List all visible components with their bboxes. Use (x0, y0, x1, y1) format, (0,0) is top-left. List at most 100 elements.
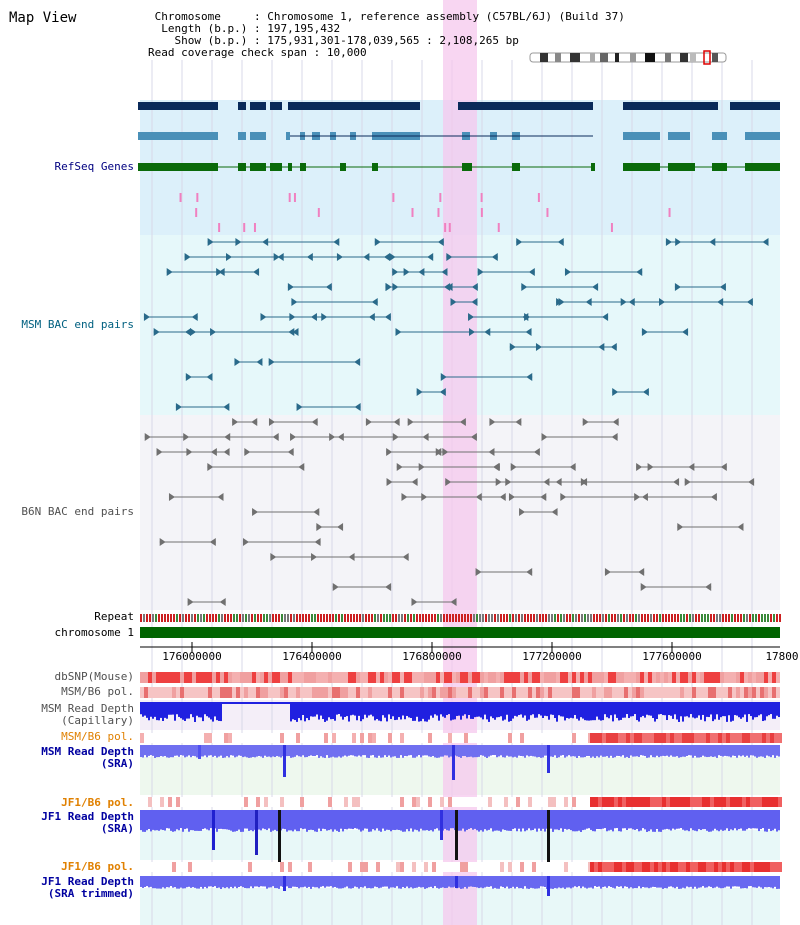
heat-cell (606, 862, 610, 872)
heat-cell (756, 687, 760, 698)
depth-spike (547, 810, 550, 862)
heat-cell (372, 797, 376, 807)
depth-bar (552, 810, 554, 832)
depth-bar (358, 876, 360, 889)
depth-bar (174, 745, 176, 756)
bac-end-marker (223, 448, 230, 456)
depth-bar (192, 876, 194, 888)
depth-bar (170, 876, 172, 887)
heat-cell (606, 797, 610, 807)
bac-end-marker (488, 448, 495, 456)
heat-cell (770, 797, 774, 807)
heat-cell (768, 672, 772, 683)
depth-bar (522, 810, 524, 829)
depth-bar (452, 876, 454, 888)
heat-cell (240, 672, 244, 683)
depth-bar (166, 702, 168, 719)
bac-end-marker (168, 493, 175, 501)
depth-bar (290, 745, 292, 758)
repeat-segment (509, 614, 511, 622)
heat-cell (492, 672, 496, 683)
depth-spike (440, 810, 443, 840)
track-label-b6n-bac[interactable]: B6N BAC end pairs (21, 505, 134, 518)
depth-bar (164, 745, 166, 757)
depth-bar (466, 745, 468, 758)
depth-bar (750, 702, 752, 717)
depth-bar (262, 702, 264, 704)
heat-cell (176, 672, 180, 683)
depth-bar (374, 745, 376, 758)
heat-cell (536, 733, 540, 743)
depth-bar (530, 745, 532, 756)
depth-bar (582, 745, 584, 758)
heat-cell (692, 687, 696, 698)
heat-cell (340, 687, 344, 698)
depth-bar (216, 702, 218, 721)
depth-bar (720, 876, 722, 889)
depth-bar (208, 876, 210, 887)
heat-cell (658, 862, 662, 872)
repeat-segment (605, 614, 607, 622)
heat-cell (664, 687, 668, 698)
depth-bar (158, 702, 160, 721)
heat-cell (448, 797, 452, 807)
heat-cell (468, 687, 472, 698)
heat-cell (180, 862, 184, 872)
repeat-segment (278, 614, 280, 622)
heat-cell (544, 733, 548, 743)
depth-bar (466, 810, 468, 830)
track-label-msm-bac[interactable]: MSM BAC end pairs (21, 318, 134, 331)
repeat-segment (233, 614, 235, 622)
depth-bar (578, 810, 580, 831)
depth-bar (204, 745, 206, 756)
depth-bar (450, 745, 452, 757)
track-label-refseq[interactable]: RefSeq Genes (54, 160, 134, 173)
bac-end-marker (363, 253, 370, 261)
repeat-segment (146, 614, 148, 622)
depth-bar (768, 702, 770, 716)
heat-cell (392, 687, 396, 698)
bac-end-marker (526, 373, 533, 381)
pink-tick (497, 223, 500, 232)
depth-bar (304, 702, 306, 722)
depth-bar (292, 745, 294, 758)
depth-bar (158, 876, 160, 889)
depth-bar (458, 745, 460, 757)
depth-bar (230, 876, 232, 887)
heat-cell (774, 862, 778, 872)
depth-bar (348, 745, 350, 756)
depth-bar (748, 876, 750, 887)
repeat-segment (713, 614, 715, 622)
depth-bar (338, 745, 340, 757)
depth-bar (376, 702, 378, 720)
depth-bar (358, 745, 360, 756)
repeat-segment (491, 614, 493, 622)
heat-cell (188, 797, 192, 807)
heat-cell (654, 862, 658, 872)
heat-cell (618, 862, 622, 872)
heat-cell (420, 733, 424, 743)
depth-bar (484, 810, 486, 830)
heat-cell (436, 862, 440, 872)
depth-bar (360, 702, 362, 722)
depth-bar (380, 702, 382, 722)
depth-bar (512, 810, 514, 830)
depth-bar (684, 702, 686, 717)
depth-bar (642, 702, 644, 716)
bac-end-marker (441, 268, 448, 276)
heat-cell (156, 733, 160, 743)
bac-end-marker (602, 313, 609, 321)
heat-cell (532, 687, 536, 698)
depth-bar (482, 810, 484, 832)
depth-bar (236, 876, 238, 889)
depth-bar (542, 810, 544, 829)
heat-cell (276, 672, 280, 683)
depth-bar (258, 745, 260, 757)
depth-bar (770, 810, 772, 832)
repeat-segment (680, 614, 682, 622)
bac-end-marker (598, 343, 605, 351)
depth-bar (612, 810, 614, 832)
heat-cell (388, 797, 392, 807)
length-value: 197,195,432 (267, 22, 341, 35)
